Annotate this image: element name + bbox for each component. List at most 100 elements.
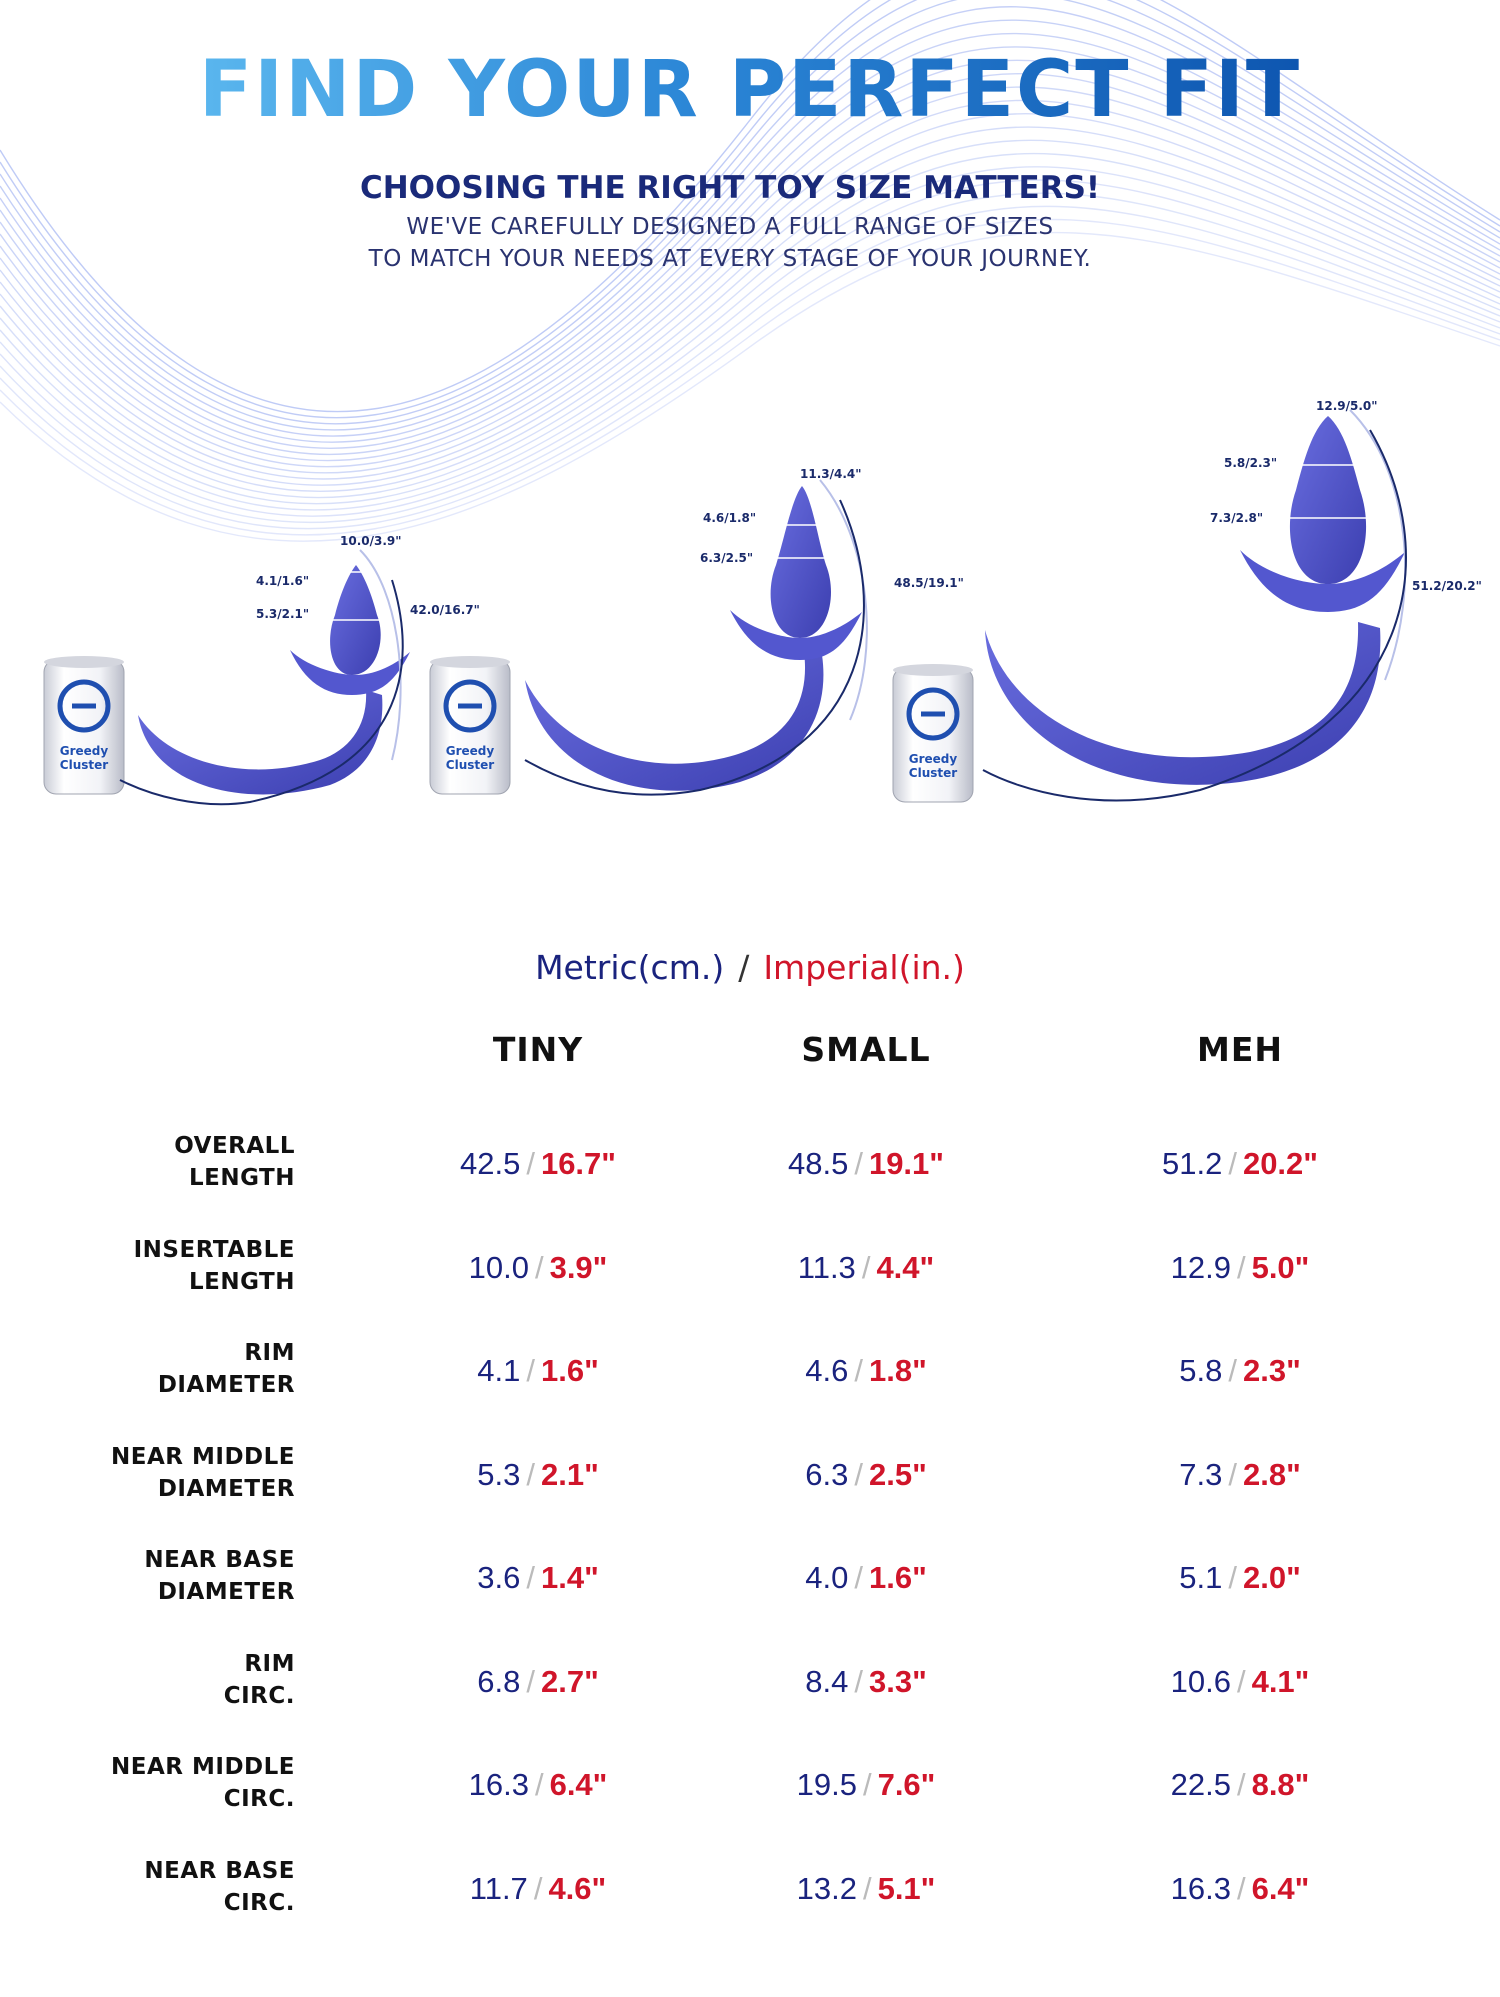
wave-line [0, 179, 1500, 517]
row-label-line-2: LENGTH [188, 1165, 295, 1191]
table-cell: 51.2/20.2" [1090, 1146, 1390, 1182]
can-brand-line-2: Cluster [909, 766, 957, 780]
small-overall-dim: 48.5/19.1" [894, 576, 964, 590]
small-product-group: Greedy Cluster 11.3/4.4" 4.6/1.8" 6.3/2.… [429, 467, 964, 796]
table-row: RIM DIAMETER 4.1/1.6" 4.6/1.8" 5.8/2.3" [0, 1337, 1500, 1407]
small-rim-dim: 4.6/1.8" [703, 511, 756, 525]
size-comparison-illustration: Greedy Cluster 10.0/3.9" 4.1/1.6" 5.3/2.… [43, 399, 1482, 806]
small-bulb [770, 486, 831, 638]
wave-line [0, 0, 1500, 413]
table-cell: 11.7/4.6" [388, 1871, 688, 1907]
row-label: NEAR MIDDLE DIAMETER [111, 1441, 295, 1505]
table-cell: 6.8/2.7" [388, 1664, 688, 1700]
row-label-line-2: DIAMETER [157, 1372, 295, 1398]
row-label-line-2: DIAMETER [157, 1579, 295, 1605]
tiny-overall-dim: 42.0/16.7" [410, 603, 480, 617]
table-row: NEAR BASE DIAMETER 3.6/1.4" 4.0/1.6" 5.1/2.0… [0, 1544, 1500, 1614]
metric-value: 10.6 [1170, 1663, 1231, 1699]
wave-line [0, 99, 1500, 480]
row-label-line-1: RIM [244, 1340, 295, 1366]
imperial-value: 1.6" [540, 1353, 599, 1388]
table-cell: 4.0/1.6" [716, 1560, 1016, 1596]
units-imperial: Imperial(in.) [763, 948, 965, 987]
wave-line [0, 139, 1500, 499]
wave-line [0, 0, 1500, 425]
row-label-line-2: DIAMETER [157, 1475, 295, 1502]
metric-value: 5.8 [1179, 1353, 1223, 1388]
units-metric: Metric(cm.) [535, 948, 725, 987]
row-label-line-1: NEAR BASE [144, 1547, 295, 1573]
value-separator: / [1236, 1663, 1246, 1699]
row-label: NEAR BASE CIRC. [144, 1855, 295, 1919]
small-insertable-dim: 11.3/4.4" [800, 467, 862, 481]
small-middle-dim: 6.3/2.5" [700, 551, 753, 565]
value-separator: / [526, 1146, 535, 1181]
value-separator: / [854, 1146, 863, 1181]
table-cell: 10.6/4.1" [1090, 1664, 1390, 1700]
small-tail [525, 652, 824, 791]
intro-line-2: TO MATCH YOUR NEEDS AT EVERY STAGE OF YO… [368, 246, 1092, 272]
meh-tail [985, 622, 1381, 785]
small-can: Greedy Cluster [429, 656, 511, 795]
tiny-product-group: Greedy Cluster 10.0/3.9" 4.1/1.6" 5.3/2.… [43, 534, 480, 806]
units-slash: / [738, 948, 750, 987]
imperial-value: 3.9" [549, 1249, 608, 1285]
row-label-line-1: INSERTABLE [133, 1236, 295, 1263]
table-row: NEAR MIDDLE DIAMETER 5.3/2.1" 6.3/2.5" 7.3/2… [0, 1441, 1500, 1511]
metric-value: 19.5 [796, 1767, 857, 1802]
metric-value: 16.3 [1170, 1870, 1231, 1906]
imperial-value: 3.3" [868, 1663, 927, 1699]
wave-line [0, 0, 1500, 419]
value-separator: / [1236, 1249, 1246, 1285]
meh-product-group: Greedy Cluster 12.9/5.0" 5.8/2.3" 7.3/2.… [892, 399, 1482, 803]
value-separator: / [534, 1767, 544, 1802]
row-label-line-1: OVERALL [174, 1133, 295, 1159]
small-flange [730, 610, 862, 660]
column-header-tiny: TINY [492, 1030, 584, 1069]
row-label: OVERALL LENGTH [174, 1130, 295, 1194]
imperial-value: 6.4" [549, 1767, 608, 1802]
imperial-value: 1.4" [540, 1560, 599, 1595]
wave-line [0, 218, 1500, 536]
imperial-value: 5.1" [877, 1870, 936, 1906]
table-cell: 4.1/1.6" [388, 1353, 688, 1389]
meh-bulb [1289, 416, 1367, 584]
metric-value: 12.9 [1170, 1249, 1231, 1285]
imperial-value: 2.7" [540, 1663, 599, 1699]
can-brand-line-1: Greedy [60, 744, 109, 758]
row-label: NEAR MIDDLE CIRC. [111, 1751, 295, 1815]
metric-value: 6.8 [477, 1663, 521, 1699]
imperial-value: 16.7" [540, 1146, 616, 1181]
value-separator: / [1228, 1353, 1237, 1388]
metric-value: 22.5 [1170, 1767, 1231, 1802]
row-label-line-2: CIRC. [223, 1889, 295, 1916]
row-label-line-1: NEAR BASE [144, 1857, 295, 1884]
wave-line [0, 192, 1500, 524]
table-cell: 42.5/16.7" [388, 1146, 688, 1182]
table-cell: 48.5/19.1" [716, 1146, 1016, 1182]
imperial-value: 6.4" [1251, 1870, 1310, 1906]
imperial-value: 2.1" [540, 1456, 599, 1492]
table-cell: 22.5/8.8" [1090, 1767, 1390, 1803]
value-separator: / [1228, 1456, 1237, 1492]
value-separator: / [526, 1456, 535, 1492]
background-waves [0, 0, 1500, 542]
column-header-meh: MEH [1197, 1030, 1283, 1069]
row-label-line-1: RIM [244, 1650, 295, 1677]
value-separator: / [854, 1560, 863, 1595]
table-cell: 8.4/3.3" [716, 1664, 1016, 1700]
wave-line [0, 19, 1500, 443]
wave-line [0, 73, 1500, 468]
wave-line [0, 32, 1500, 449]
metric-value: 13.2 [796, 1870, 857, 1906]
metric-value: 3.6 [477, 1560, 521, 1595]
row-label-line-1: NEAR MIDDLE [111, 1754, 295, 1780]
meh-flange [1240, 550, 1405, 612]
value-separator: / [526, 1353, 535, 1388]
metric-value: 16.3 [468, 1767, 529, 1802]
row-label: INSERTABLE LENGTH [134, 1234, 295, 1298]
imperial-value: 4.1" [1251, 1663, 1310, 1699]
table-cell: 16.3/6.4" [388, 1767, 688, 1803]
column-header-small: SMALL [801, 1030, 931, 1069]
metric-value: 48.5 [787, 1146, 849, 1181]
